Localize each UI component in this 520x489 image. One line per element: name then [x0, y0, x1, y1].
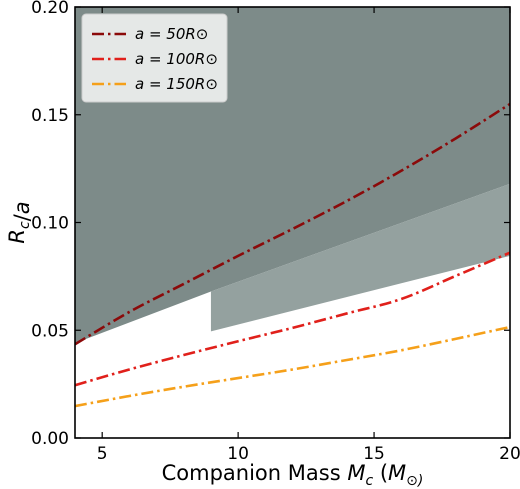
series-line-2 — [75, 251, 510, 387]
legend-label-3: a = 150R⊙ — [135, 75, 218, 93]
x-tick-label: 5 — [97, 444, 108, 464]
x-tick-label: 20 — [499, 444, 520, 464]
x-tick-label: 10 — [227, 444, 249, 464]
legend: a = 50R⊙ a = 100R⊙ a = 150R⊙ — [81, 13, 228, 103]
x-axis-label: Companion Mass Mc​ (M⊙)​ — [162, 461, 424, 489]
axis-ticks: 5 10 15 20 0.00 0.05 0.10 0.15 0.20 — [31, 0, 520, 464]
y-tick-label: 0.10 — [31, 214, 69, 234]
legend-box — [81, 13, 228, 103]
series-line-1 — [75, 102, 510, 346]
y-tick-label: 0.00 — [31, 429, 69, 449]
y-axis-label: Rc/a — [5, 201, 34, 243]
legend-label-2: a = 100R⊙ — [135, 50, 218, 68]
light-region — [210, 183, 510, 332]
series-line-3 — [75, 325, 510, 408]
series-lines — [75, 102, 510, 408]
y-tick-label: 0.05 — [31, 321, 69, 341]
legend-label-1: a = 50R⊙ — [135, 25, 208, 43]
y-tick-label: 0.20 — [31, 0, 69, 18]
y-tick-label: 0.15 — [31, 106, 69, 126]
x-tick-label: 15 — [363, 444, 385, 464]
